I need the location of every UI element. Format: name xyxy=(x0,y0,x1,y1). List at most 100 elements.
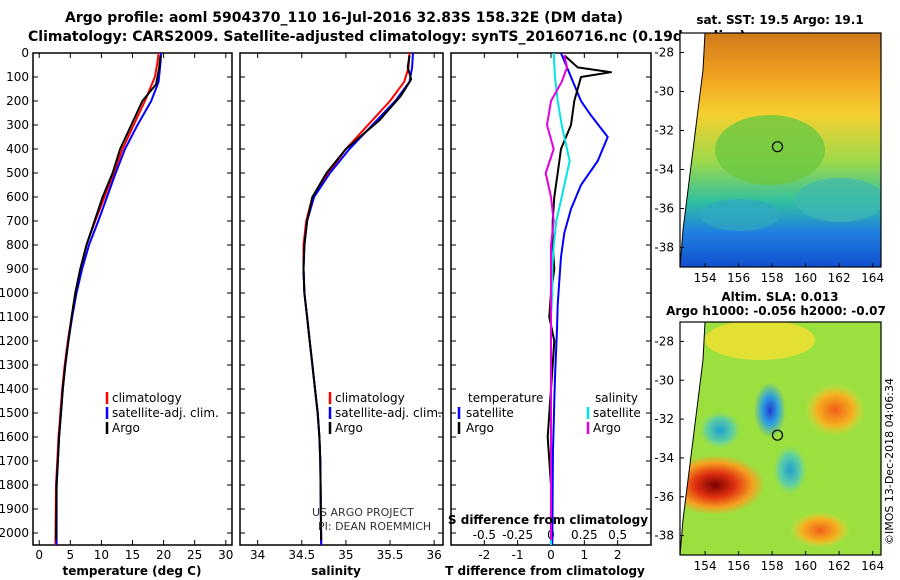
depth-tick-label: 1000 xyxy=(0,286,29,300)
depth-tick-label: 1300 xyxy=(0,358,29,372)
sst-map-panel: sat. SST: 19.5 Argo: 19.1 154 156 158 160 16… xyxy=(654,13,884,285)
depth-tick-label: 1400 xyxy=(0,382,29,396)
series-line-temperature-satellite xyxy=(551,52,609,546)
difference-x2label: S difference from climatology xyxy=(448,513,648,527)
lat-tick-label: -28 xyxy=(654,46,674,60)
legend-temp-argo-label: Argo xyxy=(466,421,494,435)
project-annotation: US ARGO PROJECT xyxy=(312,506,414,519)
x-tick-label: 15 xyxy=(125,548,140,562)
sst-map-title: sat. SST: 19.5 Argo: 19.1 xyxy=(696,13,863,27)
lon-tick-label: 160 xyxy=(794,559,817,573)
series-line-salinity-argo xyxy=(544,55,568,541)
sst-teal-patch xyxy=(795,178,881,222)
sla-orange-eddy-south xyxy=(790,512,850,548)
x-tick-label: 35.5 xyxy=(377,548,404,562)
legend-temp-satellite-label: satellite xyxy=(466,406,514,420)
depth-tick-label: 200 xyxy=(6,94,29,108)
difference-panel: -2 -1 0 1 2 -0.5 -0.25 0 0.25 0.5 T difference f… xyxy=(445,52,652,578)
x-tick-label: 1 xyxy=(581,548,589,562)
sla-coastline xyxy=(680,322,706,555)
sla-map-title: Altim. SLA: 0.013 xyxy=(721,290,838,304)
temperature-panel: 0100200300400500600700800900100011001200… xyxy=(0,46,233,578)
lat-tick-label: -38 xyxy=(654,529,674,543)
sla-land-mask xyxy=(680,322,705,555)
series-line-argo xyxy=(302,55,413,541)
lat-tick-label: -38 xyxy=(654,241,674,255)
depth-tick-label: 1700 xyxy=(0,454,29,468)
sst-coastline xyxy=(680,33,706,267)
lat-tick-label: -32 xyxy=(654,124,674,138)
sst-green-patch xyxy=(715,115,825,185)
legend-salinity-header: salinity xyxy=(595,391,638,405)
lat-tick-label: -34 xyxy=(654,163,674,177)
legend-climatology-label: climatology xyxy=(335,391,405,405)
depth-tick-label: 1500 xyxy=(0,406,29,420)
salinity-xlabel: salinity xyxy=(311,564,361,578)
s-diff-tick-label: -0.5 xyxy=(473,528,496,542)
depth-tick-label: 0 xyxy=(21,46,29,60)
lon-tick-label: 160 xyxy=(794,271,817,285)
lon-tick-label: 158 xyxy=(761,271,784,285)
lon-tick-label: 164 xyxy=(861,271,884,285)
x-tick-label: 2 xyxy=(614,548,622,562)
sla-cyan-eddy-south xyxy=(772,444,808,496)
pi-annotation: PI: DEAN ROEMMICH xyxy=(318,520,431,533)
x-tick-label: 0 xyxy=(547,548,555,562)
argo-location-marker xyxy=(771,429,784,441)
lon-tick-label: 154 xyxy=(694,559,717,573)
s-diff-tick-label: -0.25 xyxy=(502,528,533,542)
s-diff-tick-label: 0.5 xyxy=(608,528,627,542)
sla-blue-eddy xyxy=(754,382,786,438)
x-tick-label: 36 xyxy=(427,548,442,562)
temperature-xlabel: temperature (deg C) xyxy=(63,564,202,578)
lat-tick-label: -34 xyxy=(654,451,674,465)
x-tick-label: 34 xyxy=(250,548,265,562)
legend-argo-label: Argo xyxy=(112,421,140,435)
difference-legend-temperature: temperature satellite Argo xyxy=(457,391,543,435)
x-tick-label: 30 xyxy=(218,548,233,562)
depth-tick-label: 1900 xyxy=(0,502,29,516)
sla-map-panel: Altim. SLA: 0.013 Argo h1000: -0.056 h20… xyxy=(654,290,885,573)
depth-tick-label: 500 xyxy=(6,166,29,180)
sla-yellow-patch xyxy=(705,322,815,360)
legend-climatology-label: climatology xyxy=(112,391,182,405)
sla-orange-eddy xyxy=(805,384,865,436)
s-diff-tick-label: 0.25 xyxy=(571,528,598,542)
lat-tick-label: -28 xyxy=(654,334,674,348)
depth-tick-label: 700 xyxy=(6,214,29,228)
sla-map-subtitle: Argo h1000: -0.056 h2000: -0.07 xyxy=(666,304,886,318)
legend-sal-argo-label: Argo xyxy=(593,421,621,435)
legend-sal-satellite-label: satellite xyxy=(593,406,641,420)
depth-tick-label: 800 xyxy=(6,238,29,252)
salinity-axes-frame xyxy=(239,52,444,546)
x-tick-label: 34.5 xyxy=(288,548,315,562)
lat-tick-label: -32 xyxy=(654,412,674,426)
imos-credit: ©IMOS 13-Dec-2018 04:06:34 xyxy=(883,378,896,545)
depth-tick-label: 400 xyxy=(6,142,29,156)
difference-legend-salinity: salinity satellite Argo xyxy=(586,391,641,435)
lon-tick-label: 162 xyxy=(828,271,851,285)
series-line-argo xyxy=(55,55,162,541)
x-tick-label: 20 xyxy=(156,548,171,562)
depth-tick-label: 300 xyxy=(6,118,29,132)
lon-tick-label: 154 xyxy=(694,271,717,285)
legend-satellite-label: satellite-adj. clim. xyxy=(335,406,442,420)
x-tick-label: -1 xyxy=(512,548,524,562)
difference-xlabel: T difference from climatology xyxy=(445,564,645,578)
x-tick-label: 25 xyxy=(187,548,202,562)
lat-tick-label: -36 xyxy=(654,202,674,216)
figure-title-line1: Argo profile: aoml 5904370_110 16-Jul-20… xyxy=(65,10,623,26)
x-tick-label: 0 xyxy=(35,548,43,562)
depth-tick-label: 1600 xyxy=(0,430,29,444)
lon-tick-label: 162 xyxy=(828,559,851,573)
argo-location-marker xyxy=(771,141,784,153)
sla-cyan-eddy xyxy=(698,410,742,450)
sst-cyan-patch xyxy=(700,199,780,231)
salinity-panel: 34 34.5 35 35.5 36 salinity climatology sate… xyxy=(239,52,444,578)
lat-tick-label: -30 xyxy=(654,85,674,99)
sla-red-eddy xyxy=(680,455,765,515)
lon-tick-label: 156 xyxy=(727,271,750,285)
temperature-legend: climatology satellite-adj. clim. Argo xyxy=(105,391,219,435)
depth-tick-label: 1200 xyxy=(0,334,29,348)
